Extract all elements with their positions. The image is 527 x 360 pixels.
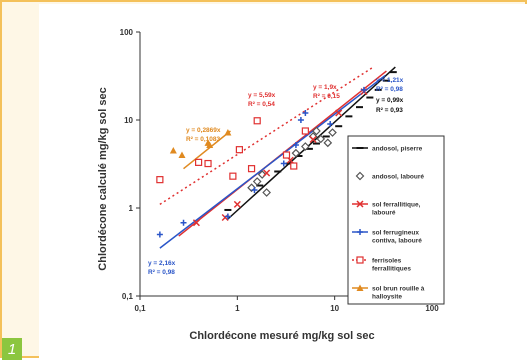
data-point-series-3	[292, 141, 299, 148]
legend-entry-label: andosol, piserre	[372, 146, 423, 153]
regression-annotation: R² = 0,15	[313, 93, 340, 100]
fit-line-series-0	[227, 66, 396, 220]
y-axis-title: Chlordécone calculé mg/kg sol sec	[97, 87, 109, 270]
data-point-series-4	[204, 159, 212, 168]
data-point-series-4	[235, 146, 243, 154]
regression-annotation: R² = 0,98	[376, 86, 403, 93]
y-tick-label: 0,1	[122, 292, 134, 301]
data-point-series-3	[360, 86, 367, 93]
fit-line-series-5	[183, 130, 231, 170]
data-point-series-3	[251, 187, 258, 194]
regression-annotation: y = 0,99x	[376, 97, 404, 104]
regression-annotation: y = 0,2869x	[186, 127, 221, 134]
data-point-series-4	[156, 176, 164, 184]
data-point-series-4	[229, 172, 237, 180]
legend-entry-label: sol brun rouille à halloysite	[372, 286, 425, 301]
fit-line-series-4	[159, 66, 374, 205]
data-point-series-5	[178, 151, 186, 159]
data-point-series-1	[316, 134, 326, 144]
data-point-series-1	[328, 128, 337, 137]
legend-swatch-marker	[356, 256, 364, 264]
regression-annotation: y = 1,21x	[376, 77, 404, 84]
regression-annotation: R² = 0,54	[248, 101, 275, 108]
regression-annotation: y = 2,16x	[148, 260, 176, 267]
data-point-series-4	[247, 165, 256, 173]
data-point-series-4	[301, 127, 309, 135]
data-point-series-3	[156, 231, 163, 238]
x-axis-title: Chlordécone mesuré mg/kg sol sec	[189, 330, 374, 342]
data-point-series-2	[192, 219, 200, 227]
legend-swatch-marker	[357, 229, 363, 235]
regression-annotation: R² = 0,98	[148, 269, 175, 276]
legend-entry-label: andosol, labouré	[372, 174, 424, 181]
data-point-series-2	[263, 169, 271, 177]
data-point-series-3	[180, 219, 187, 226]
data-point-series-3	[224, 213, 231, 220]
legend-swatch-marker	[356, 284, 364, 291]
data-point-series-1	[301, 142, 310, 151]
chart-panel	[39, 4, 527, 358]
data-point-series-1	[312, 126, 321, 136]
x-tick-label: 0,1	[134, 304, 146, 313]
x-tick-label: 100	[425, 304, 439, 313]
data-point-series-1	[262, 188, 271, 197]
data-point-series-4	[282, 151, 291, 159]
fit-line-series-3	[159, 74, 386, 249]
legend-entry-label: sol ferrallitique, labouré	[372, 202, 421, 217]
data-point-series-2	[335, 109, 343, 117]
legend-box	[347, 135, 445, 305]
y-tick-label: 100	[120, 28, 134, 37]
data-point-series-4	[290, 162, 298, 170]
data-point-series-3	[327, 121, 334, 128]
regression-annotation: y = 1,9x	[313, 84, 337, 91]
legend-entry-label: ferrisoles ferrallitiques	[372, 258, 411, 273]
regression-annotation: y = 5,59x	[248, 92, 276, 99]
data-point-series-3	[297, 117, 304, 123]
data-point-series-1	[291, 148, 301, 158]
legend-swatch-marker	[356, 200, 364, 208]
data-point-series-2	[309, 135, 317, 144]
data-point-series-1	[257, 170, 267, 179]
y-tick-label: 10	[124, 116, 133, 125]
data-point-series-1	[323, 138, 333, 148]
data-point-series-4	[253, 117, 261, 125]
legend-entry-label: sol ferrugineux contiva, labouré	[372, 230, 422, 245]
data-point-series-5	[206, 141, 214, 148]
figure-number-badge: 1	[2, 338, 22, 360]
x-tick-label: 1	[235, 304, 240, 313]
y-tick-label: 1	[129, 204, 134, 213]
regression-annotation: R² = 0,1083	[186, 136, 221, 143]
data-point-series-4	[195, 158, 203, 166]
x-tick-label: 10	[330, 304, 339, 313]
data-point-series-1	[252, 177, 262, 186]
legend-swatch-marker	[355, 171, 365, 181]
data-point-series-2	[233, 200, 241, 208]
regression-annotation: R² = 0,93	[376, 107, 403, 114]
data-point-series-3	[280, 160, 287, 167]
data-point-series-5	[169, 147, 177, 154]
data-point-series-3	[302, 110, 309, 117]
data-point-series-5	[224, 129, 232, 136]
